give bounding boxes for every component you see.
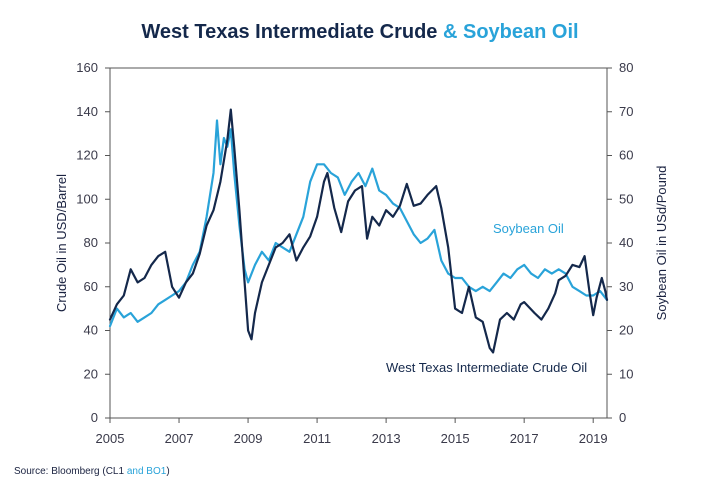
source-suffix: ) [166,466,170,477]
y-left-tick-label: 100 [76,191,98,206]
x-tick-label: 2017 [510,431,539,446]
source-prefix: Source: Bloomberg (CL1 [14,466,127,477]
x-tick-label: 2009 [234,431,263,446]
chart-title: West Texas Intermediate Crude & Soybean … [141,21,578,43]
x-axis: 2005 2007 2009 2011 2013 2015 2017 2019 [96,418,608,446]
y-right-tick-label: 0 [619,410,626,425]
x-tick-label: 2007 [165,431,194,446]
y-right-tick-label: 60 [619,148,633,163]
soybean-oil-line [108,119,609,328]
y-left-tick-label: 120 [76,148,98,163]
y-left-tick-label: 160 [76,60,98,75]
chart-title-soybean: & Soybean Oil [443,21,579,43]
y-right-tick-label: 80 [619,60,633,75]
y-axis-right: 0 10 20 30 40 50 60 70 80 [607,60,633,425]
wti-crude-line [108,108,609,354]
y-left-tick-label: 0 [91,410,98,425]
y-right-tick-label: 70 [619,104,633,119]
x-tick-label: 2013 [372,431,401,446]
y-right-tick-label: 30 [619,279,633,294]
y-axis-right-label: Soybean Oil in USd/Pound [654,166,669,321]
y-right-tick-label: 10 [619,366,633,381]
x-tick-label: 2011 [303,431,331,446]
y-left-tick-label: 80 [84,235,98,250]
x-tick-label: 2015 [441,431,470,446]
y-right-tick-label: 20 [619,323,633,338]
chart-title-wti: West Texas Intermediate Crude [141,21,443,43]
x-tick-label: 2005 [96,431,125,446]
y-left-tick-label: 140 [76,104,98,119]
y-left-tick-label: 20 [84,366,98,381]
source-note: Source: Bloomberg (CL1 and BO1) [14,466,170,477]
soybean-oil-annotation: Soybean Oil [493,221,564,236]
y-left-tick-label: 40 [84,323,98,338]
y-right-tick-label: 50 [619,191,633,206]
y-right-tick-label: 40 [619,235,633,250]
source-highlight: and BO1 [126,466,167,477]
x-tick-label: 2019 [579,431,608,446]
wti-annotation: West Texas Intermediate Crude Oil [386,360,587,375]
y-left-tick-label: 60 [84,279,98,294]
y-axis-left-label: Crude Oil in USD/Barrel [54,174,69,312]
y-axis-left: 0 20 40 60 80 100 120 140 160 [76,60,110,425]
series-lines [108,108,609,354]
